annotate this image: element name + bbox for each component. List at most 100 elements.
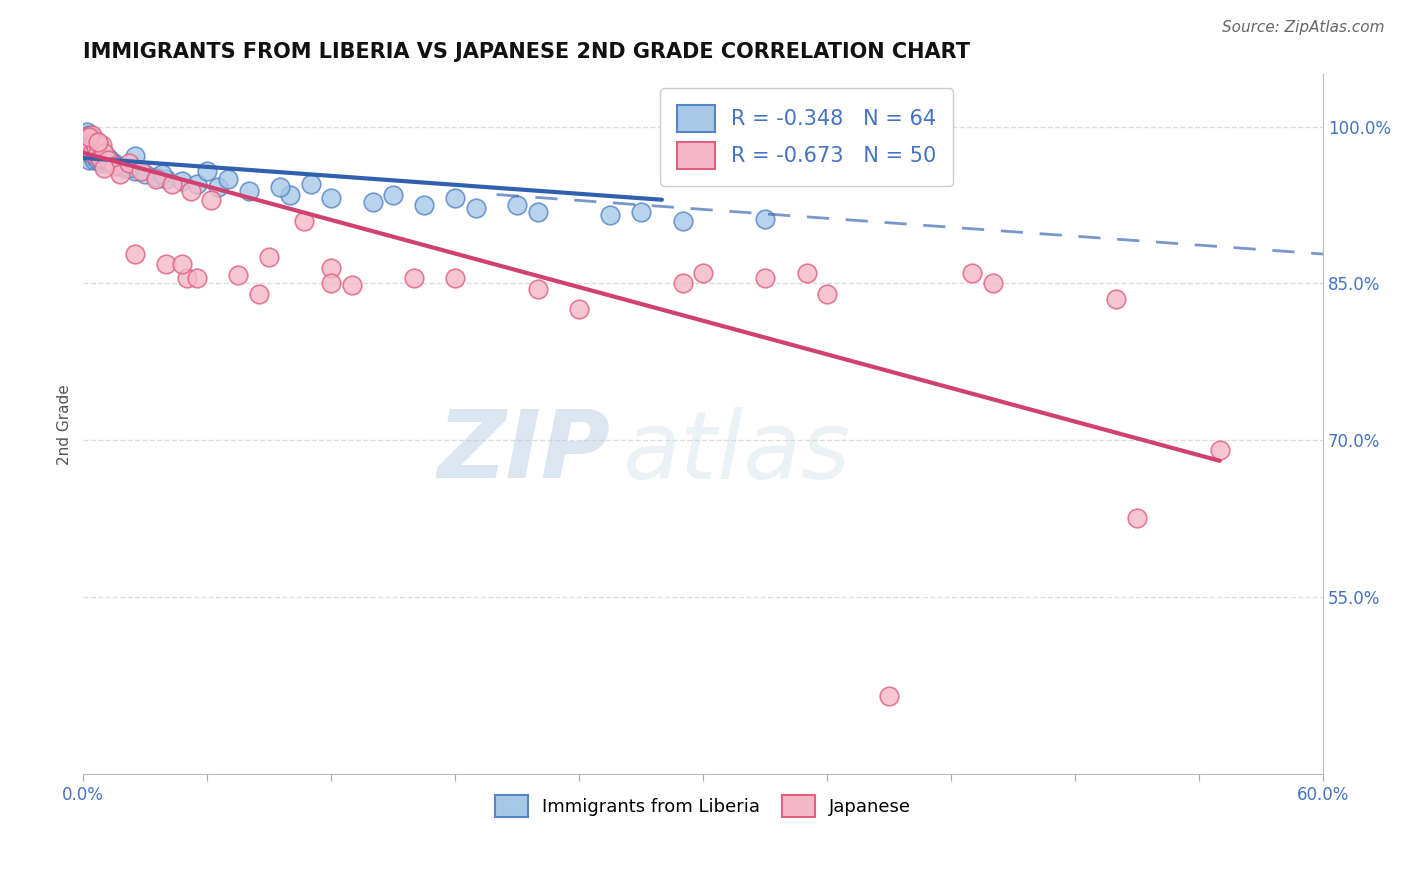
Point <box>176 271 198 285</box>
Point <box>129 163 152 178</box>
Point <box>124 247 146 261</box>
Point <box>110 167 132 181</box>
Point <box>83 138 105 153</box>
Point <box>402 271 425 285</box>
Point <box>877 689 900 703</box>
Point <box>87 153 110 167</box>
Point <box>83 153 105 167</box>
Point <box>124 149 146 163</box>
Point <box>292 213 315 227</box>
Point <box>754 211 776 226</box>
Point <box>155 258 177 272</box>
Point <box>84 136 107 150</box>
Point <box>89 140 111 154</box>
Point <box>103 159 125 173</box>
Point <box>506 198 529 212</box>
Point <box>217 172 239 186</box>
Point <box>527 281 550 295</box>
Point <box>124 163 146 178</box>
Point <box>80 128 103 142</box>
Point <box>815 286 838 301</box>
Point <box>361 194 384 209</box>
Point <box>83 136 105 150</box>
Point <box>97 153 120 167</box>
Point <box>87 137 110 152</box>
Point <box>340 278 363 293</box>
Point <box>83 145 105 160</box>
Point <box>568 302 591 317</box>
Point <box>1209 443 1232 458</box>
Point <box>114 161 136 176</box>
Point <box>90 138 112 153</box>
Point <box>118 161 141 176</box>
Point <box>80 130 103 145</box>
Point <box>145 172 167 186</box>
Point <box>145 169 167 184</box>
Point <box>98 153 121 167</box>
Point <box>84 143 107 157</box>
Point <box>692 266 714 280</box>
Point <box>75 130 97 145</box>
Point <box>172 258 194 272</box>
Point <box>278 187 301 202</box>
Point <box>79 153 101 167</box>
Point <box>195 163 218 178</box>
Point <box>93 161 115 176</box>
Point <box>444 191 467 205</box>
Point <box>94 149 117 163</box>
Text: ZIP: ZIP <box>437 406 610 499</box>
Point <box>413 198 436 212</box>
Point <box>79 128 101 142</box>
Point <box>79 136 101 150</box>
Point <box>269 180 291 194</box>
Point <box>80 149 103 163</box>
Point <box>238 185 260 199</box>
Point <box>76 143 98 157</box>
Point <box>671 213 693 227</box>
Point <box>103 156 125 170</box>
Legend: Immigrants from Liberia, Japanese: Immigrants from Liberia, Japanese <box>488 789 918 824</box>
Point <box>93 153 115 167</box>
Point <box>172 174 194 188</box>
Point <box>150 167 173 181</box>
Point <box>630 205 652 219</box>
Point <box>97 151 120 165</box>
Point <box>299 177 322 191</box>
Point <box>79 130 101 145</box>
Point <box>118 156 141 170</box>
Point <box>79 145 101 160</box>
Point <box>80 145 103 160</box>
Point <box>599 208 621 222</box>
Point <box>90 156 112 170</box>
Point <box>80 140 103 154</box>
Point <box>1105 292 1128 306</box>
Point <box>444 271 467 285</box>
Point <box>134 167 156 181</box>
Point <box>247 286 270 301</box>
Point <box>1126 511 1149 525</box>
Point <box>981 277 1004 291</box>
Point <box>321 260 343 275</box>
Point <box>180 185 202 199</box>
Point <box>186 271 208 285</box>
Point <box>186 177 208 191</box>
Point <box>87 145 110 160</box>
Point <box>84 140 107 154</box>
Point <box>754 271 776 285</box>
Text: atlas: atlas <box>623 407 851 498</box>
Text: Source: ZipAtlas.com: Source: ZipAtlas.com <box>1222 20 1385 35</box>
Point <box>321 191 343 205</box>
Point <box>76 132 98 146</box>
Point <box>107 159 129 173</box>
Point <box>79 143 101 157</box>
Point <box>382 187 405 202</box>
Point <box>84 151 107 165</box>
Point <box>90 143 112 157</box>
Point <box>76 125 98 139</box>
Point <box>93 145 115 160</box>
Point <box>83 132 105 146</box>
Point <box>75 138 97 153</box>
Point <box>207 180 229 194</box>
Point <box>200 193 222 207</box>
Point <box>75 130 97 145</box>
